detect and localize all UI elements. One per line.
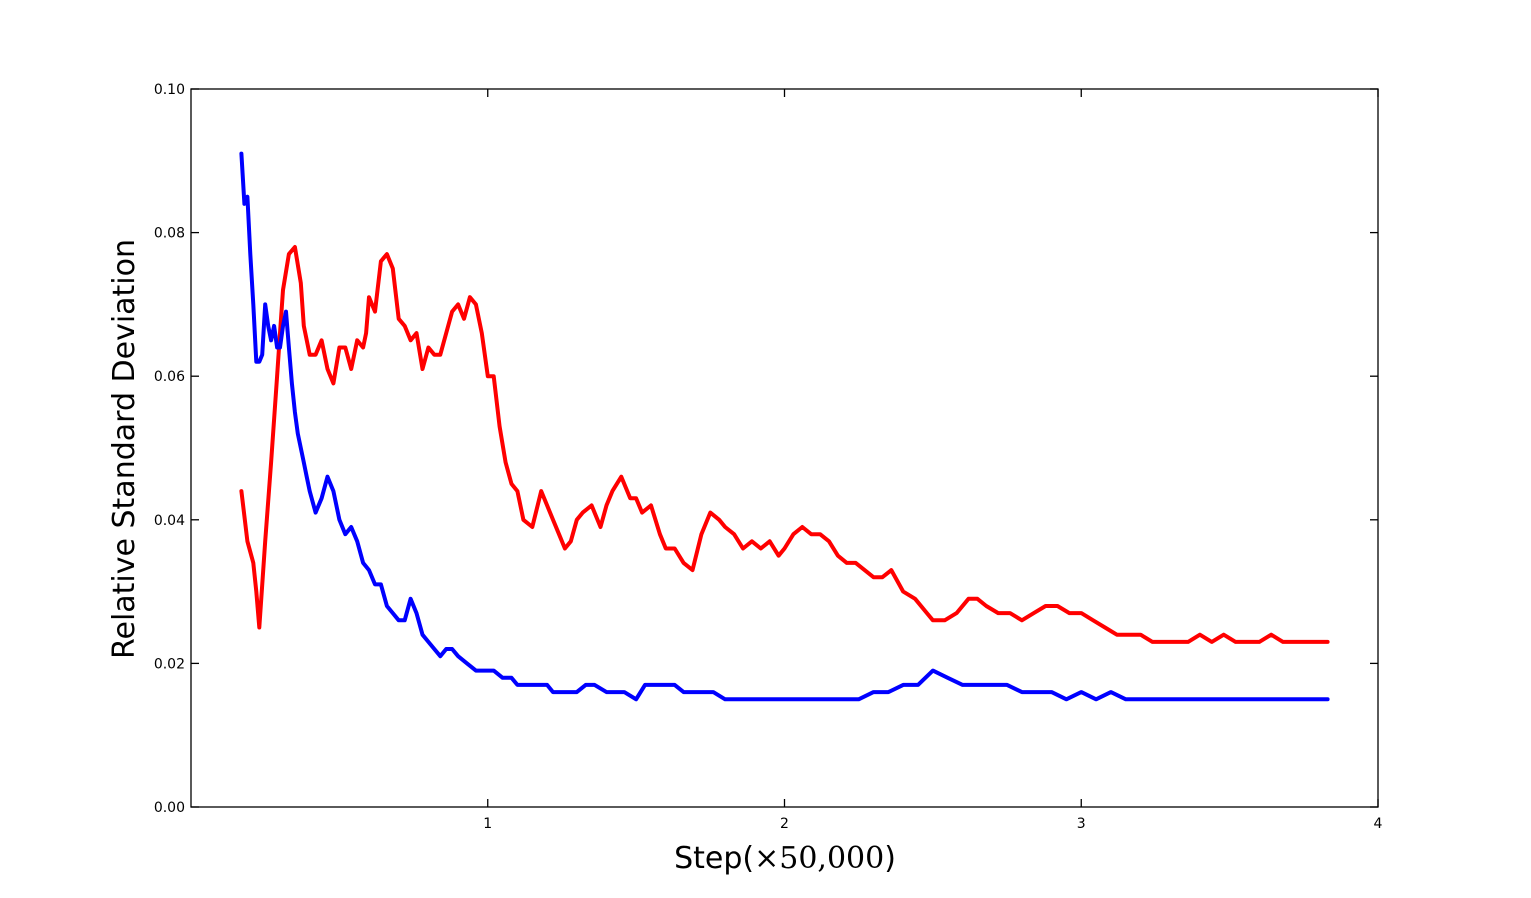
y-axis-label: Relative Standard Deviation xyxy=(107,239,142,659)
y-tick-label: 0.06 xyxy=(154,369,185,385)
x-axis-label: Step(×50,000) xyxy=(674,841,896,876)
y-tick-label: 0.10 xyxy=(154,82,185,98)
y-tick-label: 0.08 xyxy=(154,226,185,242)
series-line-1 xyxy=(239,245,1330,644)
x-axis-label-multiplier: ×50,000 xyxy=(754,841,884,876)
y-tick-label: 0.00 xyxy=(154,800,185,816)
x-tick-label: 4 xyxy=(1374,816,1383,832)
y-tick-label: 0.02 xyxy=(154,656,185,672)
series-layer xyxy=(239,151,1330,702)
x-tick-label: 2 xyxy=(780,816,789,832)
x-tick-label: 3 xyxy=(1077,816,1086,832)
x-axis-ticks: 1 2 3 4 xyxy=(483,89,1383,832)
plot-area xyxy=(190,88,1379,808)
x-tick-label: 1 xyxy=(483,816,492,832)
y-tick-label: 0.04 xyxy=(154,513,185,529)
x-axis-label-suffix: ) xyxy=(884,841,896,876)
x-axis-label-prefix: Step( xyxy=(674,841,754,876)
y-axis-ticks: 0.00 0.02 0.04 0.06 0.08 0.10 xyxy=(154,82,1378,816)
series-line-2 xyxy=(239,151,1330,702)
